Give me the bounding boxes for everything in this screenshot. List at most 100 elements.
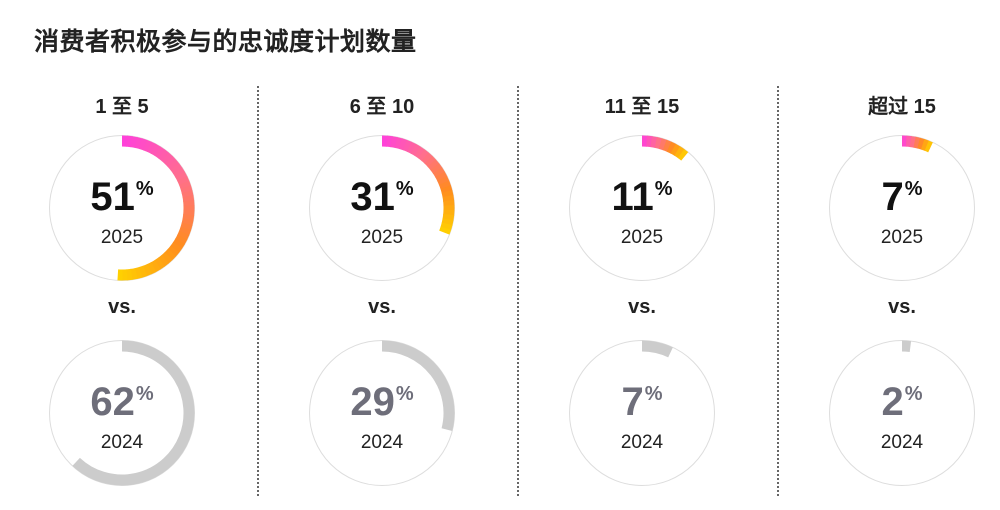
donut-arc-segment	[158, 149, 170, 162]
donut-arc-segment	[138, 138, 148, 151]
year-label: 2025	[360, 227, 404, 248]
donut-svg	[569, 340, 715, 486]
donut-arc-segment	[646, 135, 653, 148]
donut-svg	[569, 135, 715, 281]
donut-2024: 2% 2024	[827, 338, 977, 488]
percent-sign: %	[135, 383, 154, 405]
percent-sign: %	[395, 178, 414, 200]
percent-number: 31	[350, 175, 395, 219]
donut-arc-segment	[164, 155, 177, 168]
donut-2025: 31% 2025	[307, 133, 457, 283]
donut-arc-segment	[414, 146, 426, 159]
percent-value: 7%	[567, 382, 717, 422]
donut-arc-segment	[172, 167, 186, 178]
donut-arc-segment	[130, 136, 138, 148]
donut-arc-segment	[150, 259, 161, 273]
donut-arc-segment	[394, 137, 403, 150]
donut-arc-segment	[142, 264, 152, 277]
donut-arc-segment	[924, 140, 933, 153]
column-divider	[257, 86, 259, 496]
donut-arc	[381, 340, 455, 432]
category-label: 1 至 5	[95, 96, 149, 118]
donut-svg	[49, 340, 195, 486]
donut-arc-segment	[161, 251, 173, 264]
donut-arc-segment	[390, 136, 398, 148]
donut-arc-segment	[424, 155, 437, 168]
donut-arc-segment	[677, 149, 689, 161]
donut-arc-segment	[154, 146, 166, 159]
donut-2025: 7% 2025	[827, 133, 977, 283]
category-column: 1 至 5 51% 2025 62% 2024 vs.	[12, 0, 232, 510]
category-column: 11 至 15 11% 2025 7% 2024 vs.	[532, 0, 752, 510]
donut-arc-segment	[674, 146, 685, 159]
ring-track	[829, 340, 975, 486]
donut-arc-segment	[913, 136, 921, 149]
donut-arc	[72, 340, 195, 486]
column-divider	[517, 86, 519, 496]
donut-arc-segment	[654, 137, 663, 150]
donut-arc	[901, 340, 912, 352]
percent-number: 29	[350, 380, 395, 424]
donut-arc-segment	[157, 254, 169, 267]
donut-arc-segment	[417, 149, 430, 162]
percent-sign: %	[395, 383, 414, 405]
percent-number: 62	[90, 380, 135, 424]
donut-2025: 51% 2025	[47, 133, 197, 283]
donut-arc-segment	[130, 268, 138, 280]
donut-arc-segment	[650, 136, 658, 148]
category-column: 6 至 10 31% 2025 29% 2024 vs.	[272, 0, 492, 510]
donut-arc-segment	[167, 245, 180, 257]
category-column: 超过 15 7% 2025 2% 2024 vs.	[792, 0, 1000, 510]
donut-arc-segment	[666, 141, 677, 154]
donut-arc-segment	[406, 141, 417, 154]
donut-arc-segment	[150, 143, 161, 157]
donut-arc-segment	[134, 137, 143, 150]
donut-arc-segment	[920, 139, 930, 152]
donut-arc-segment	[427, 159, 440, 171]
percent-number: 51	[90, 175, 135, 219]
donut-2024: 62% 2024	[47, 338, 197, 488]
column-divider	[777, 86, 779, 496]
donut-arc-segment	[154, 257, 165, 270]
donut-svg	[829, 340, 975, 486]
vs-label: vs.	[368, 296, 396, 318]
donut-arc-segment	[402, 139, 413, 153]
category-label: 11 至 15	[604, 96, 680, 118]
donut-arc-segment	[398, 138, 408, 151]
donut-2025: 11% 2025	[567, 133, 717, 283]
percent-number: 7	[881, 175, 904, 219]
donut-svg	[309, 135, 455, 281]
donut-svg	[49, 135, 195, 281]
donut-arc-segment	[658, 138, 668, 151]
year-label: 2025	[880, 227, 924, 248]
percent-number: 11	[611, 175, 654, 219]
percent-sign: %	[904, 383, 923, 405]
donut-arc-segment	[386, 135, 393, 148]
percent-sign: %	[904, 178, 923, 200]
percent-sign: %	[135, 178, 154, 200]
percent-number: 2	[881, 380, 904, 424]
percent-value: 2%	[827, 382, 977, 422]
donut-arc-segment	[146, 262, 157, 275]
donut-arc-segment	[410, 143, 421, 157]
ring-track	[569, 340, 715, 486]
percent-value: 29%	[307, 382, 457, 422]
percent-value: 31%	[307, 177, 457, 217]
donut-arc-segment	[909, 136, 917, 148]
donut-arc-segment	[164, 248, 177, 261]
donut-arc	[641, 340, 673, 358]
donut-2024: 7% 2024	[567, 338, 717, 488]
chart-title: 消费者积极参与的忠诚度计划数量	[34, 28, 417, 56]
donut-arc-segment	[142, 139, 153, 153]
donut-arc-segment	[181, 218, 194, 227]
donut-arc-segment	[670, 143, 681, 157]
donut-arc-segment	[441, 218, 454, 226]
donut-arc-segment	[917, 137, 926, 150]
percent-value: 11%	[567, 177, 717, 217]
year-label: 2024	[360, 432, 404, 453]
vs-label: vs.	[888, 296, 916, 318]
category-label: 超过 15	[868, 96, 936, 118]
percent-sign: %	[644, 383, 663, 405]
percent-number: 7	[621, 380, 644, 424]
donut-arc-segment	[138, 265, 148, 278]
